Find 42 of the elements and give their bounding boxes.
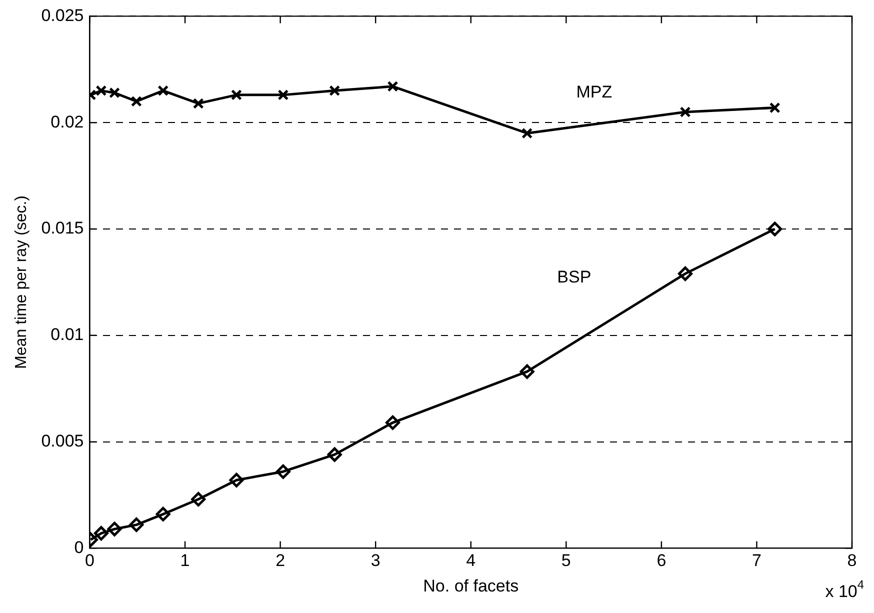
point [680,106,691,118]
y-tick-label: 0.025 [41,6,84,25]
x-tick-label: 4 [466,551,476,570]
point [387,80,398,92]
point [769,102,780,114]
point [130,96,142,107]
x-tick-label: 1 [180,551,190,570]
point [329,85,340,96]
series-label: MPZ [576,82,612,102]
point [229,472,244,488]
y-tick-label: 0.015 [41,218,84,238]
point [109,87,120,98]
x-tick-label: 5 [561,551,571,570]
x-tick-label: 2 [276,551,286,570]
y-tick-label: 0.02 [50,112,84,132]
point [230,89,242,100]
point [678,266,693,281]
text: BSP [557,267,592,286]
point [192,98,204,109]
y-tick-label: 0.01 [50,325,84,344]
point [158,85,169,96]
point [520,364,534,379]
point [276,464,290,479]
y-tick-label: 0.005 [41,431,84,450]
x-tick-label: 7 [752,551,762,570]
x-tick-label: 8 [847,551,857,570]
point [385,415,400,430]
point [107,522,122,536]
point [156,506,170,522]
point [768,222,782,236]
point [129,518,144,532]
x-axis-title: No. of facets [423,576,519,596]
point [327,447,342,462]
point [278,89,289,100]
point [96,85,107,96]
point [522,128,533,139]
x-tick-label: 6 [656,551,666,570]
point [94,526,108,541]
y-tick-label: 0 [74,538,84,557]
point [191,492,206,507]
x-tick-label: 3 [370,551,380,570]
y-axis-title: Mean time per ray (sec.) [13,196,30,369]
